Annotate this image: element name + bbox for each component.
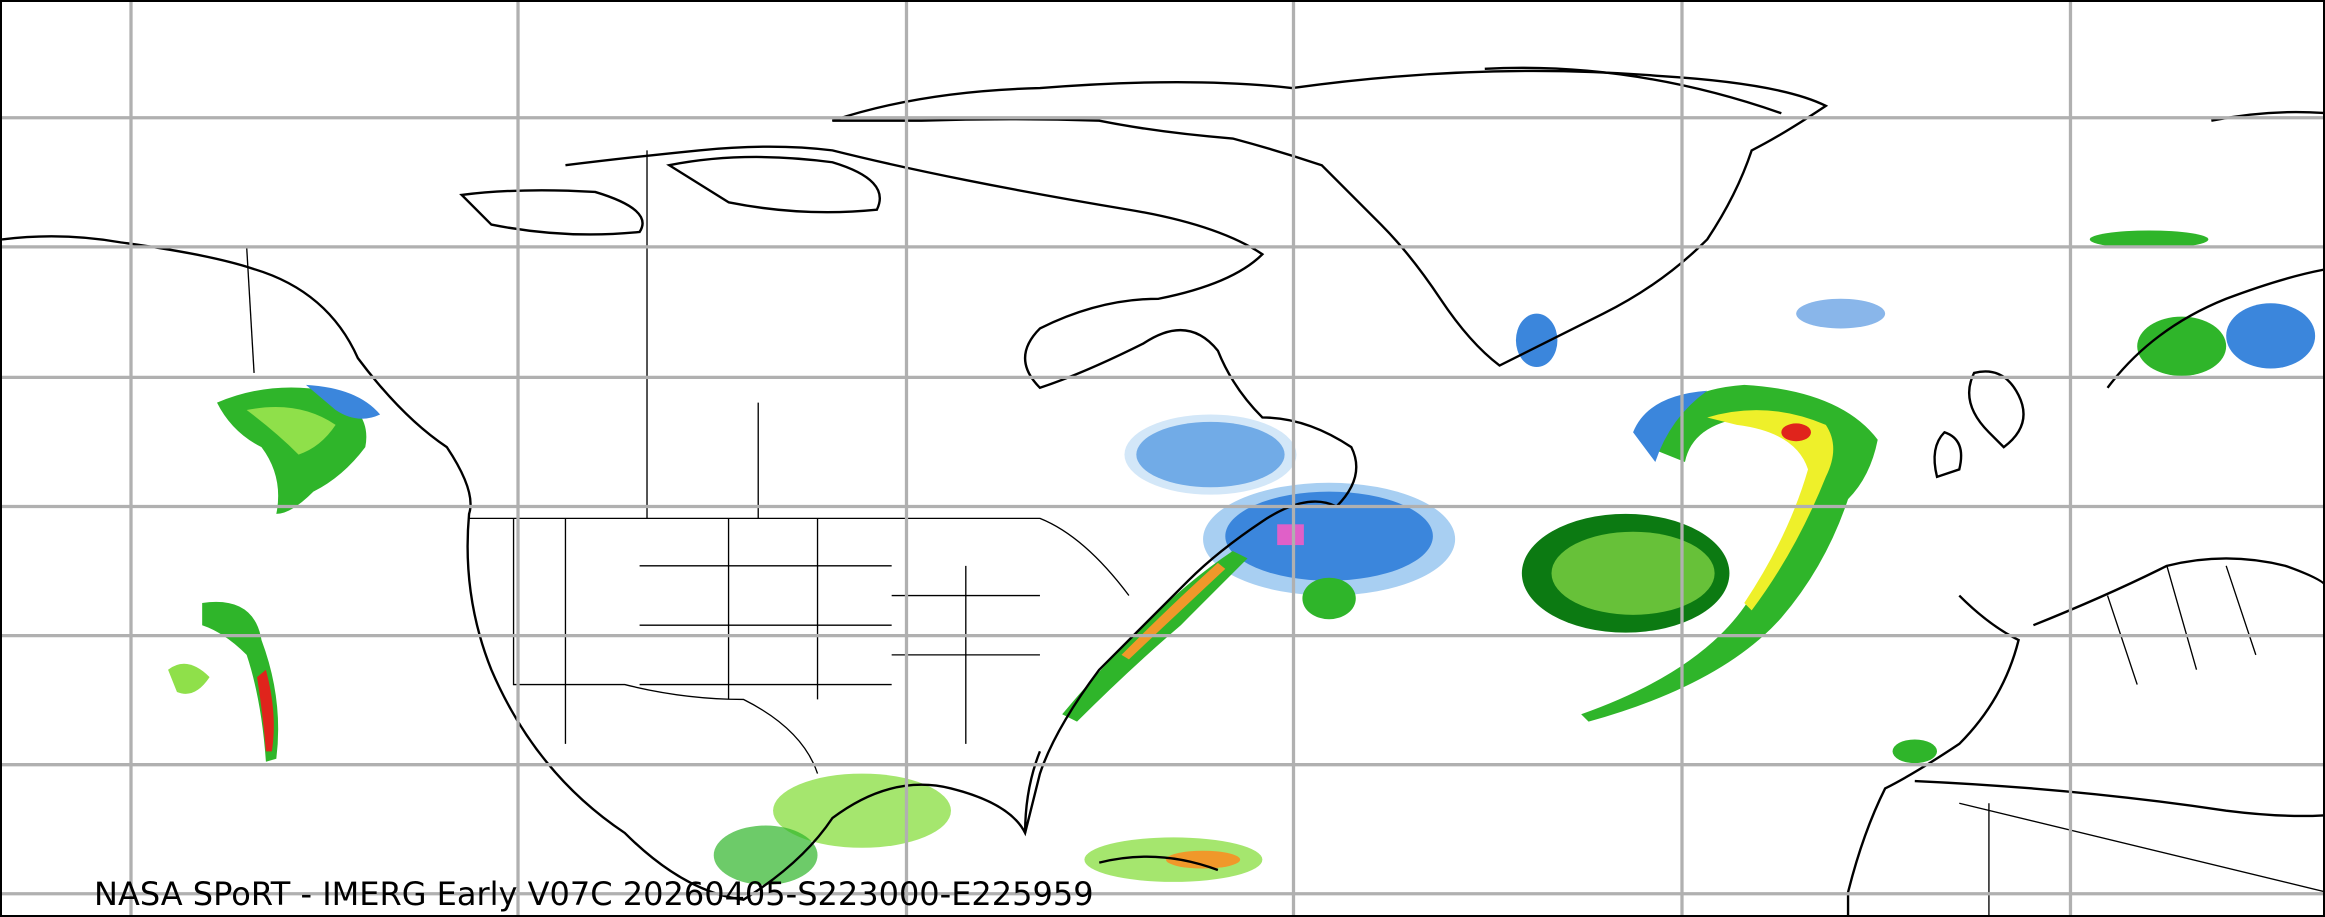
- precip-atlantic-cluster-light: [1551, 531, 1715, 615]
- precip-north-sea: [2089, 230, 2209, 249]
- precip-cyclone-comma: [1581, 384, 1878, 722]
- precip-pacific: [202, 601, 279, 762]
- precip-quebec-light: [1124, 414, 1297, 495]
- precip-caribbean-core: [1165, 850, 1241, 869]
- precip-alaska-core: [246, 407, 336, 455]
- precip-pacific-arc: [168, 663, 210, 694]
- precip-scandinavia-blue: [2226, 303, 2316, 369]
- precip-greenland: [1515, 313, 1558, 368]
- precip-pacific-core: [257, 669, 274, 752]
- precip-norway: [2137, 316, 2227, 376]
- precip-nw-africa: [1892, 739, 1938, 764]
- precip-maritimes-pink: [1277, 524, 1304, 546]
- precip-cyclone-blue: [1633, 390, 1708, 462]
- map-caption: NASA SPoRT - IMERG Early V07C 20260405-S…: [94, 875, 1094, 913]
- coastlines: [2, 66, 2323, 915]
- precip-cyclone-red: [1781, 423, 1811, 442]
- precip-alaska-blue: [305, 384, 381, 419]
- precip-iceland-area: [1796, 298, 1886, 329]
- precip-cyclone-core: [1707, 410, 1834, 611]
- precip-east-coast-core: [1121, 562, 1226, 660]
- political-borders: [245, 150, 2323, 915]
- precipitation-layer: [168, 230, 2316, 885]
- precip-alaska: [217, 387, 367, 514]
- precip-texas: [713, 825, 818, 885]
- precip-newfoundland-green: [1302, 577, 1356, 620]
- precip-maritimes: [1225, 491, 1433, 581]
